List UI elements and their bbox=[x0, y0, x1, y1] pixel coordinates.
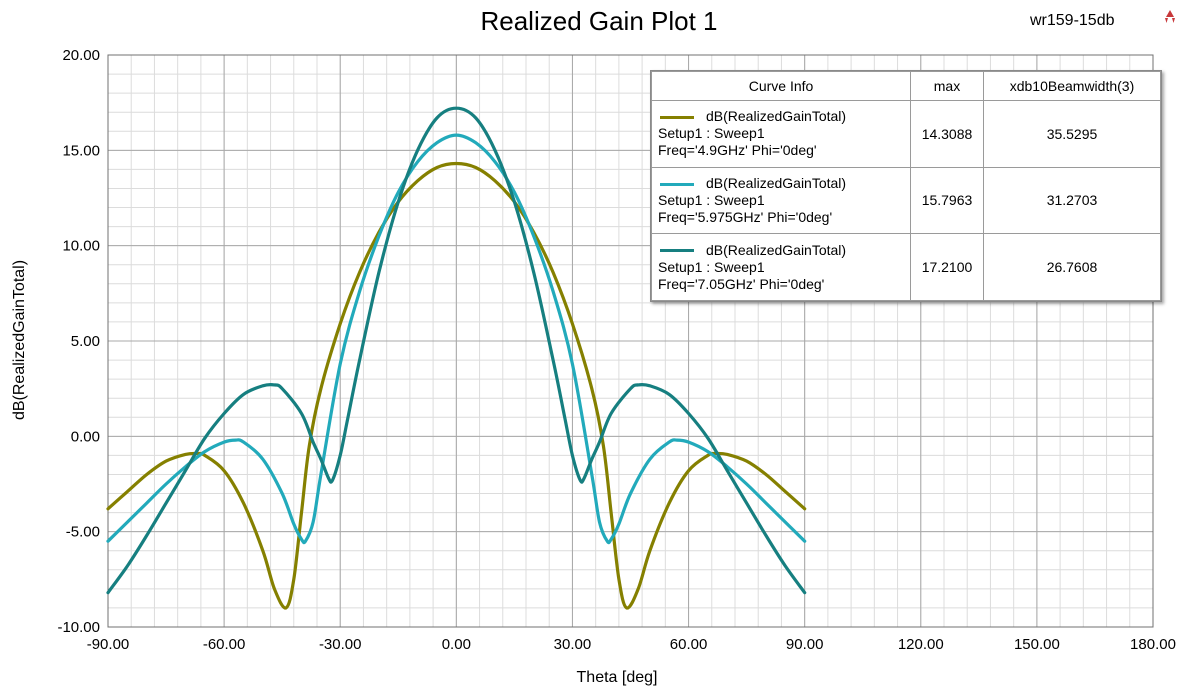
series-line-2[interactable] bbox=[106, 133, 807, 545]
app-logo-icon bbox=[1165, 10, 1175, 23]
series-group bbox=[106, 106, 807, 610]
legend-row[interactable]: dB(RealizedGainTotal) Setup1 : Sweep1 Fr… bbox=[651, 166, 1161, 235]
design-name: wr159-15db bbox=[1030, 12, 1115, 29]
x-tick-label: 120.00 bbox=[898, 636, 944, 653]
y-tick-label: 15.00 bbox=[62, 142, 100, 159]
legend-row[interactable]: dB(RealizedGainTotal) Setup1 : Sweep1 Fr… bbox=[651, 233, 1161, 301]
y-tick-label: -5.00 bbox=[66, 524, 100, 541]
x-tick-label: -90.00 bbox=[87, 636, 130, 653]
y-tick-label: -10.00 bbox=[57, 619, 100, 636]
x-axis-label: Theta [deg] bbox=[577, 669, 658, 686]
series-line-3[interactable] bbox=[106, 106, 807, 595]
x-tick-label: 150.00 bbox=[1014, 636, 1060, 653]
y-axis-label: dB(RealizedGainTotal) bbox=[11, 260, 28, 420]
legend-curve-vars: Freq='7.05GHz' Phi='0deg' bbox=[658, 275, 825, 292]
x-tick-label: 180.00 bbox=[1130, 636, 1176, 653]
x-tick-label: -60.00 bbox=[203, 636, 246, 653]
legend-curve-name: dB(RealizedGainTotal) bbox=[706, 108, 847, 125]
legend-row[interactable]: dB(RealizedGainTotal) Setup1 : Sweep1 Fr… bbox=[651, 100, 1161, 168]
legend-curve-vars: Freq='5.975GHz' Phi='0deg' bbox=[658, 208, 833, 225]
legend-beamwidth-value: 26.7608 bbox=[983, 233, 1161, 301]
chart-title: Realized Gain Plot 1 bbox=[480, 6, 718, 36]
x-tick-label: 90.00 bbox=[786, 636, 824, 653]
x-tick-label: 60.00 bbox=[670, 636, 708, 653]
legend-curve-setup: Setup1 : Sweep1 bbox=[658, 125, 765, 142]
x-tick-label: 0.00 bbox=[442, 636, 471, 653]
legend-beamwidth-value: 31.2703 bbox=[983, 166, 1161, 235]
plot-frame bbox=[107, 54, 1154, 628]
series-line-1[interactable] bbox=[106, 161, 807, 610]
y-tick-label: 10.00 bbox=[62, 238, 100, 255]
y-tick-label: 0.00 bbox=[71, 428, 100, 445]
legend-table[interactable]: Curve Info max xdb10Beamwidth(3) dB(Real… bbox=[650, 70, 1162, 302]
legend-header-beamwidth: xdb10Beamwidth(3) bbox=[983, 71, 1161, 101]
x-tick-label: -30.00 bbox=[319, 636, 362, 653]
legend-max-value: 14.3088 bbox=[910, 100, 984, 168]
y-tick-label: 5.00 bbox=[71, 333, 100, 350]
axes: -90.00 -60.00 -30.00 0.00 30.00 60.00 90.00 120… bbox=[57, 47, 1175, 653]
legend-curve-info: dB(RealizedGainTotal) Setup1 : Sweep1 Fr… bbox=[651, 166, 911, 235]
legend-curve-setup: Setup1 : Sweep1 bbox=[658, 258, 765, 275]
x-tick-label: 30.00 bbox=[554, 636, 592, 653]
legend-header-max: max bbox=[910, 71, 984, 101]
legend-curve-info: dB(RealizedGainTotal) Setup1 : Sweep1 Fr… bbox=[651, 233, 911, 301]
legend-swatch bbox=[660, 116, 694, 120]
legend-header-row: Curve Info max xdb10Beamwidth(3) bbox=[651, 71, 1161, 101]
legend-curve-vars: Freq='4.9GHz' Phi='0deg' bbox=[658, 142, 817, 159]
legend-max-value: 15.7963 bbox=[910, 166, 984, 235]
y-tick-label: 20.00 bbox=[62, 47, 100, 64]
legend-curve-setup: Setup1 : Sweep1 bbox=[658, 191, 765, 208]
legend-curve-name: dB(RealizedGainTotal) bbox=[706, 241, 847, 258]
legend-header-curve-info: Curve Info bbox=[651, 71, 911, 101]
legend-swatch bbox=[660, 249, 694, 253]
legend-curve-name: dB(RealizedGainTotal) bbox=[706, 174, 847, 191]
legend-swatch bbox=[660, 182, 694, 186]
legend-max-value: 17.2100 bbox=[910, 233, 984, 301]
legend-beamwidth-value: 35.5295 bbox=[983, 100, 1161, 168]
legend-curve-info: dB(RealizedGainTotal) Setup1 : Sweep1 Fr… bbox=[651, 100, 911, 168]
